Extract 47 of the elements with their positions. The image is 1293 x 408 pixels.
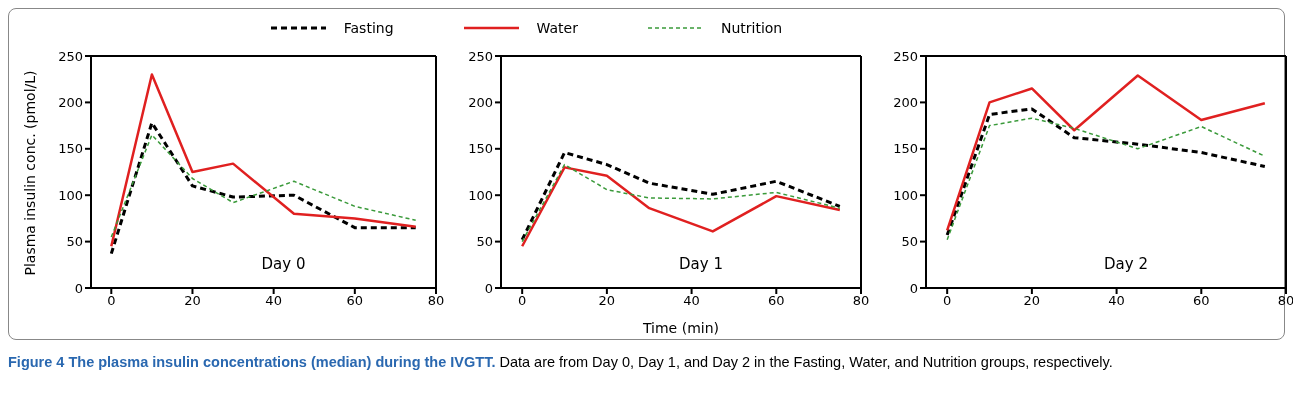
annotation: Day 0 — [260, 255, 307, 273]
x-tick-label: 80 — [852, 293, 870, 309]
y-tick-label: 200 — [893, 95, 918, 111]
y-tick-label: 100 — [893, 187, 918, 203]
x-tick-label: 0 — [943, 293, 952, 309]
y-tick-label: 100 — [58, 187, 83, 203]
x-tick-label: 60 — [1193, 293, 1210, 309]
text: Figure 4 The plasma insulin concentrations (median) during the IVGTT. — [8, 354, 496, 370]
x-tick-label: 0 — [518, 293, 527, 309]
line-series — [945, 74, 1267, 232]
y-tick-label: 0 — [74, 280, 83, 296]
y-tick-label: 250 — [58, 48, 83, 64]
line-series — [109, 121, 418, 256]
x-tick-label: 40 — [683, 293, 700, 309]
x-tick-label: 40 — [265, 293, 282, 309]
legend-label: Nutrition — [720, 20, 783, 36]
x-axis-title: Time (min) — [641, 320, 720, 336]
x-tick-label: 20 — [598, 293, 616, 309]
x-tick-label: 20 — [1023, 293, 1041, 309]
y-tick-label: 250 — [893, 48, 918, 64]
x-tick-label: 80 — [1277, 293, 1293, 309]
legend-label: Water — [536, 20, 578, 36]
y-tick-label: 50 — [66, 234, 83, 250]
y-tick-label: 0 — [909, 280, 918, 296]
y-tick-label: 200 — [58, 95, 83, 111]
y-tick-label: 100 — [468, 187, 493, 203]
annotation: Day 1 — [678, 255, 724, 273]
legend-label: Fasting — [343, 20, 394, 36]
x-tick-label: 0 — [107, 293, 116, 309]
y-tick-label: 50 — [901, 234, 918, 250]
line-series — [110, 134, 417, 238]
y-tick-label: 0 — [484, 280, 493, 296]
y-tick-label: 50 — [476, 234, 493, 250]
x-tick-label: 80 — [427, 293, 445, 309]
y-tick-label: 150 — [468, 141, 493, 157]
y-tick-label: 150 — [893, 141, 918, 157]
y-axis-title: Plasma insulin conc. (pmol/L) — [22, 69, 38, 276]
x-tick-label: 20 — [184, 293, 201, 309]
line-series — [110, 73, 417, 248]
x-tick-label: 40 — [1108, 293, 1125, 309]
x-tick-label: 60 — [768, 293, 785, 309]
annotation: Day 2 — [1103, 255, 1149, 273]
y-tick-label: 250 — [468, 48, 493, 64]
y-tick-label: 150 — [58, 141, 83, 157]
text: Data are from Day 0, Day 1, and Day 2 in the Fasting, Water, and Nutrition groups, respectively. — [499, 354, 1113, 370]
x-tick-label: 60 — [346, 293, 364, 309]
y-tick-label: 200 — [468, 95, 493, 111]
